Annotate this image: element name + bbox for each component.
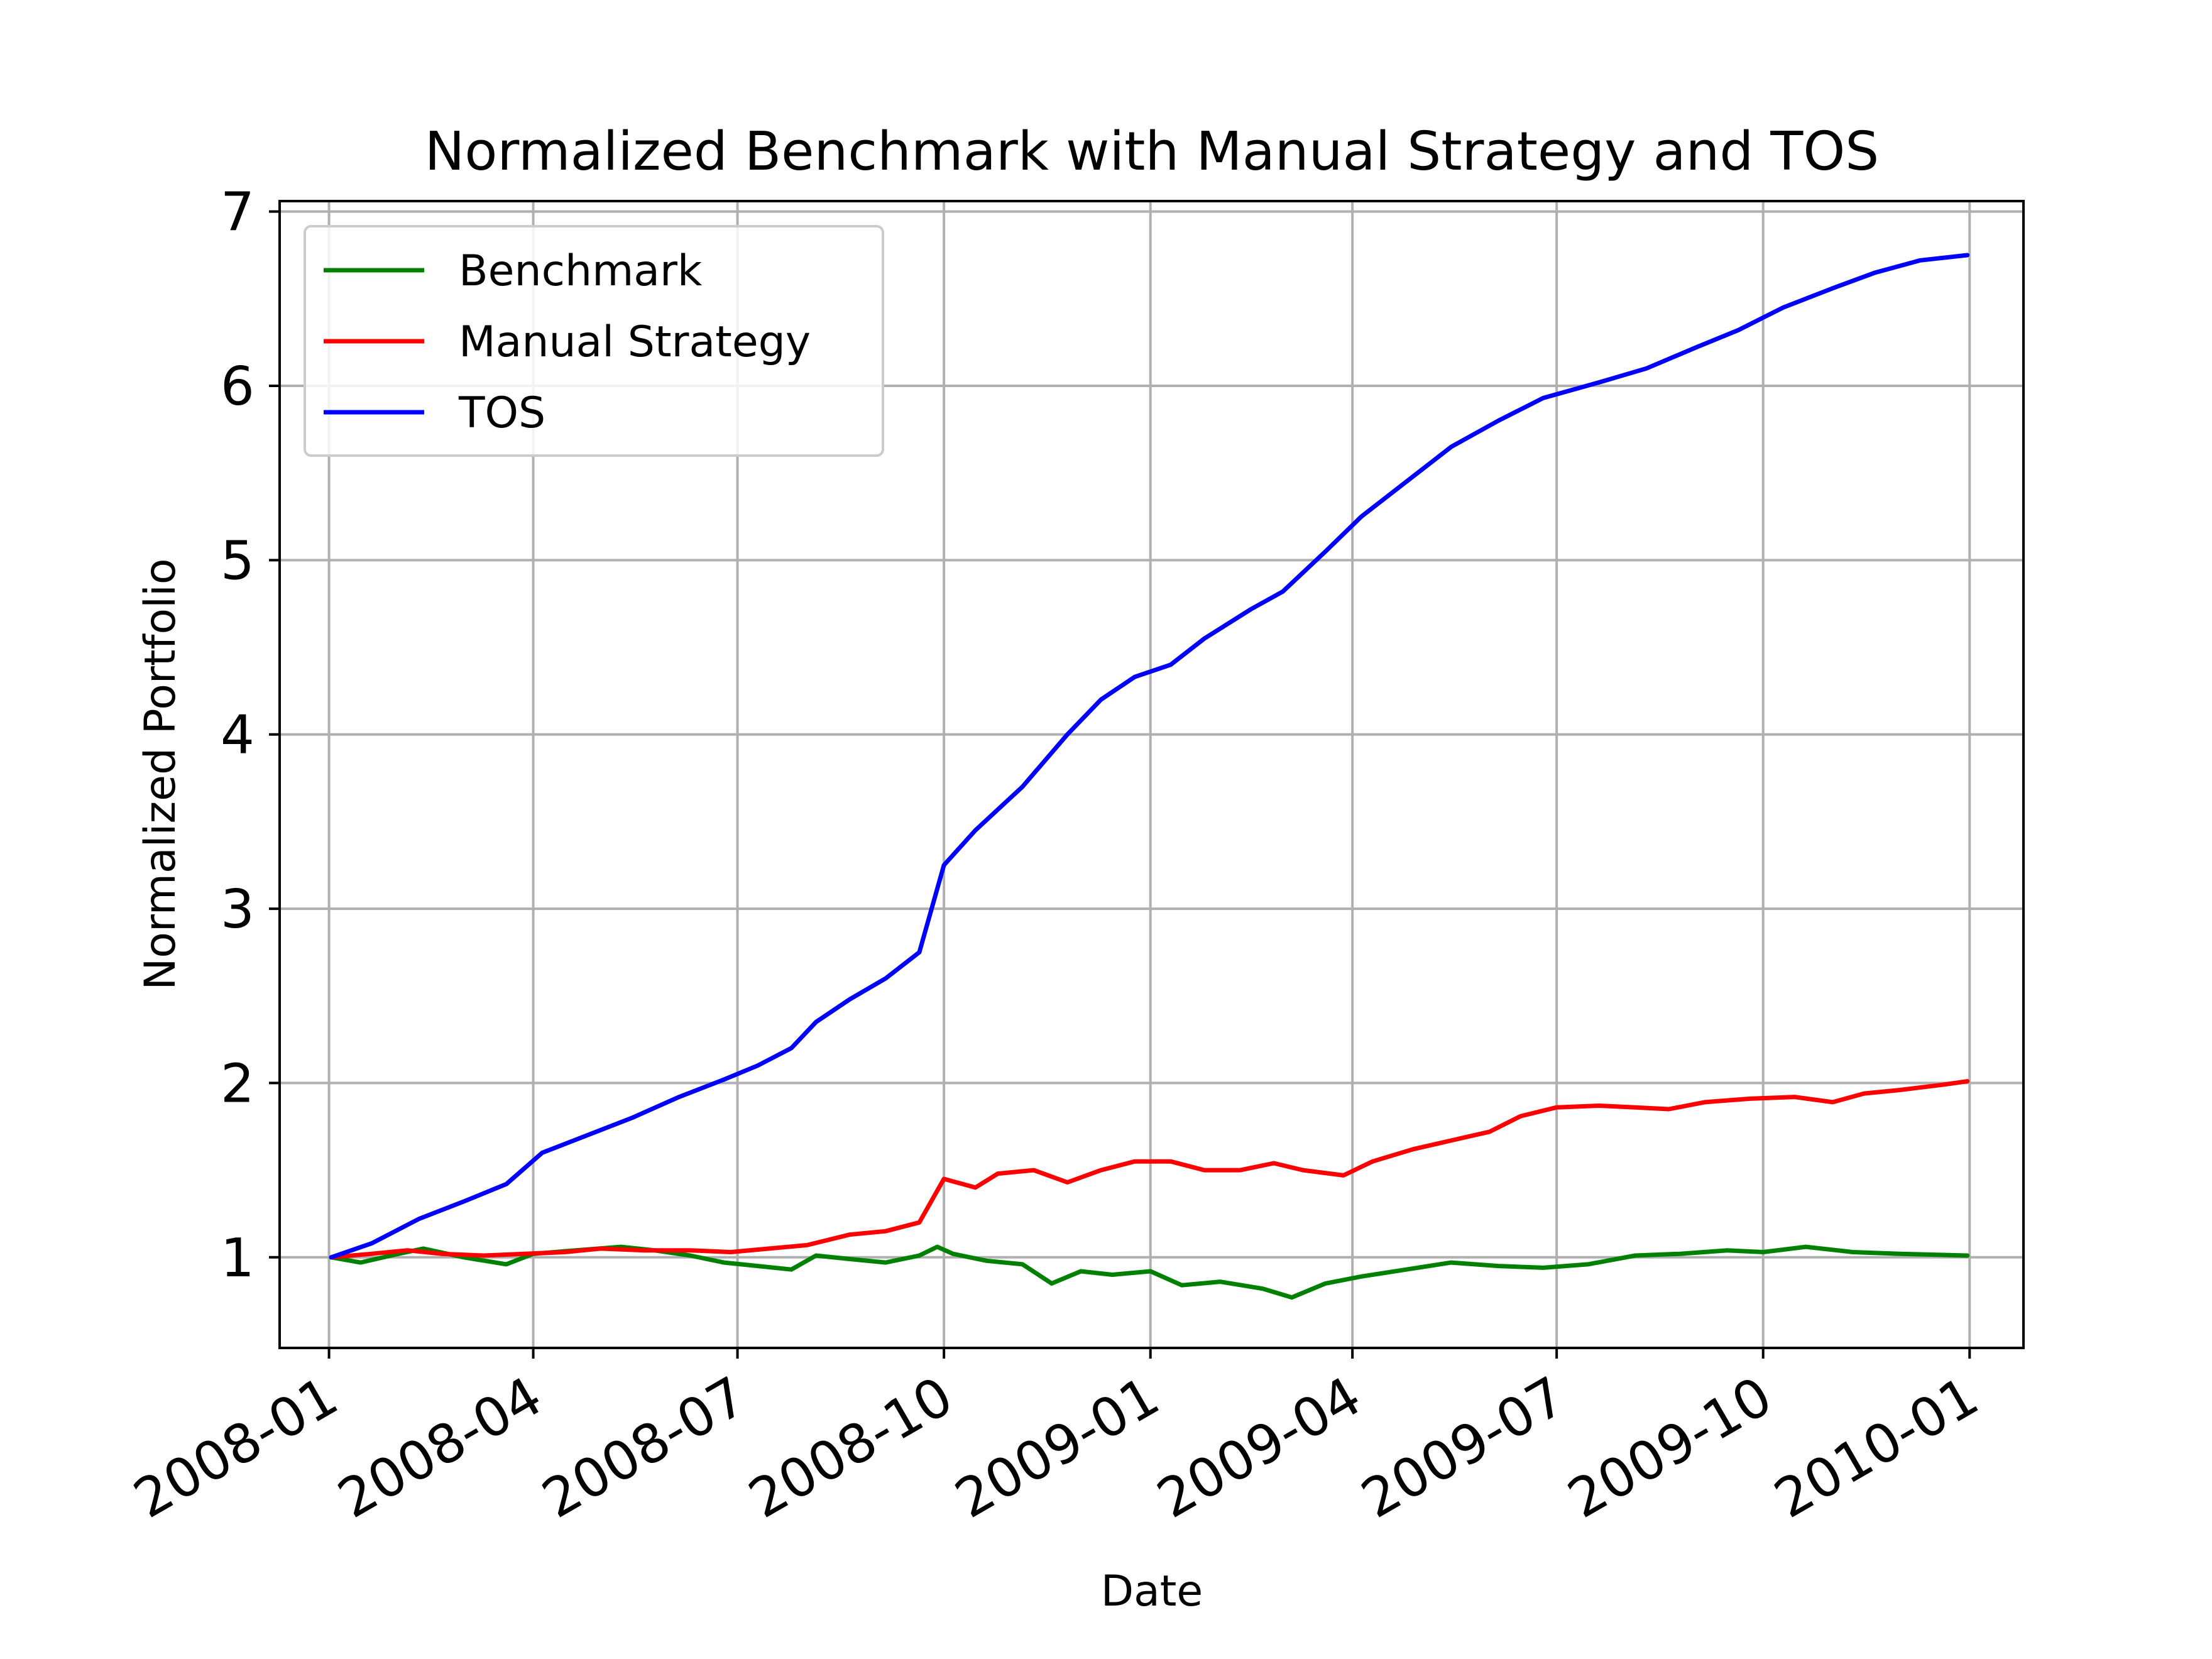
x-tick-label: 2008-04 [328, 1365, 552, 1530]
series-layer [329, 253, 1970, 1300]
series-line-manual-strategy [329, 1079, 1970, 1260]
legend-label: TOS [458, 388, 545, 438]
legend: Benchmark Manual Strategy TOS [304, 225, 884, 457]
chart-title: Normalized Benchmark with Manual Strateg… [425, 121, 1879, 183]
y-tick-label: 2 [221, 1053, 255, 1115]
x-tick-label: 2008-01 [124, 1365, 348, 1530]
legend-label: Benchmark [459, 246, 703, 296]
y-tick-label: 7 [221, 182, 255, 244]
x-tick-label: 2009-01 [945, 1365, 1169, 1530]
grid-layer [280, 201, 2023, 1348]
x-tick-label: 2009-10 [1558, 1365, 1782, 1530]
x-tick-label: 2009-04 [1147, 1365, 1372, 1530]
legend-label: Manual Strategy [459, 317, 811, 367]
legend-box [304, 225, 884, 457]
y-tick-label: 6 [221, 356, 255, 418]
y-tick-label: 4 [221, 704, 255, 767]
x-tick-label: 2009-07 [1352, 1365, 1576, 1530]
x-axis-label: Date [1101, 1567, 1203, 1616]
x-tick-label: 2008-07 [532, 1365, 757, 1530]
y-tick-label: 3 [221, 879, 255, 941]
y-tick-label: 1 [221, 1227, 255, 1289]
x-tick-label: 2008-10 [739, 1365, 963, 1530]
series-line-tos [329, 253, 1970, 1260]
x-tick-label: 2010-01 [1765, 1365, 1989, 1530]
y-tick-label: 5 [221, 530, 255, 592]
y-axis-label: Normalized Portfolio [136, 559, 185, 990]
